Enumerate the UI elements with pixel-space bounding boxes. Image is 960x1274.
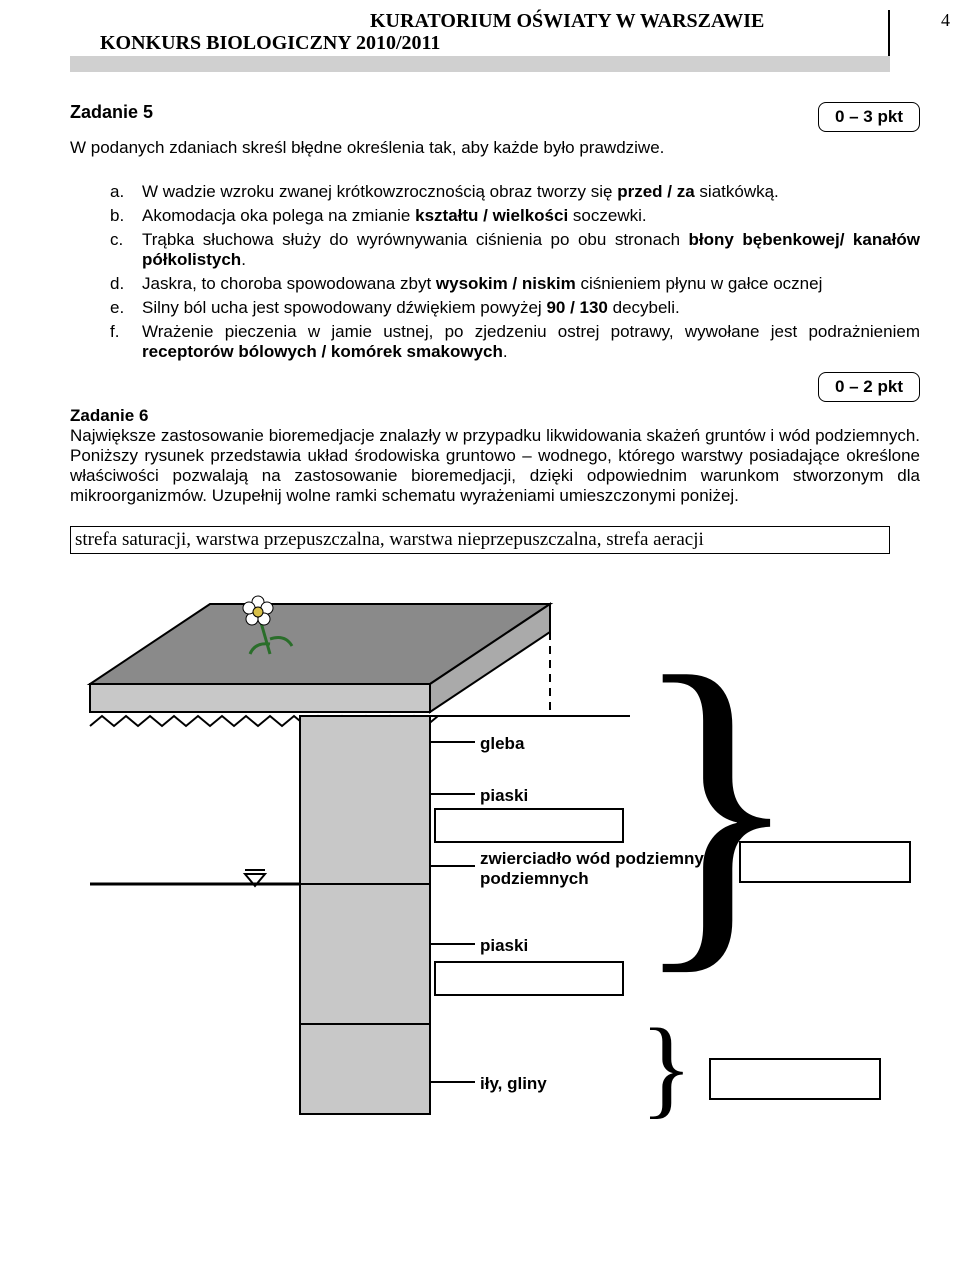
- list-item: a. W wadzie wzroku zwanej krótkowzroczno…: [110, 182, 920, 202]
- header-grey-bar: [70, 56, 890, 72]
- task6-block: 0 – 2 pkt Zadanie 6 Największe zastosowa…: [70, 372, 920, 506]
- list-marker: d.: [110, 274, 142, 294]
- list-marker: a.: [110, 182, 142, 202]
- task6-body: Zadanie 6 Największe zastosowanie biorem…: [70, 406, 920, 506]
- page-header: KURATORIUM OŚWIATY W WARSZAWIE 4 KONKURS…: [70, 10, 920, 72]
- list-text: Silny ból ucha jest spowodowany dźwiękie…: [142, 298, 920, 318]
- terms-box: strefa saturacji, warstwa przepuszczalna…: [70, 526, 890, 554]
- list-item: e. Silny ból ucha jest spowodowany dźwię…: [110, 298, 920, 318]
- blank-box-2: [435, 962, 623, 995]
- list-text: Jaskra, to choroba spowodowana zbyt wyso…: [142, 274, 920, 294]
- list-item: f. Wrażenie pieczenia w jamie ustnej, po…: [110, 322, 920, 362]
- svg-text:podziemnych: podziemnych: [480, 869, 589, 888]
- task6-points: 0 – 2 pkt: [818, 372, 920, 402]
- page-number: 4: [941, 10, 950, 31]
- list-text: Akomodacja oka polega na zmianie kształt…: [142, 206, 920, 226]
- list-text: Trąbka słuchowa służy do wyrównywania ci…: [142, 230, 920, 270]
- column-front: [300, 716, 430, 1114]
- task5-header-row: Zadanie 5 0 – 3 pkt: [70, 102, 920, 132]
- task5-intro: W podanych zdaniach skreśl błędne określ…: [70, 138, 920, 158]
- task5-title: Zadanie 5: [70, 102, 153, 123]
- list-marker: f.: [110, 322, 142, 362]
- task6-text: Największe zastosowanie bioremedjacje zn…: [70, 426, 920, 505]
- list-marker: e.: [110, 298, 142, 318]
- list-text: W wadzie wzroku zwanej krótkowzroczności…: [142, 182, 920, 202]
- header-institution: KURATORIUM OŚWIATY W WARSZAWIE: [70, 10, 890, 32]
- list-text: Wrażenie pieczenia w jamie ustnej, po zj…: [142, 322, 920, 362]
- list-item: d. Jaskra, to choroba spowodowana zbyt w…: [110, 274, 920, 294]
- blank-box-right-lower: [710, 1059, 880, 1099]
- list-item: c. Trąbka słuchowa służy do wyrównywania…: [110, 230, 920, 270]
- label-piaski-lower: piaski: [480, 936, 528, 955]
- list-item: b. Akomodacja oka polega na zmianie kszt…: [110, 206, 920, 226]
- list-marker: c.: [110, 230, 142, 270]
- label-ily: iły, gliny: [480, 1074, 547, 1093]
- task5-list: a. W wadzie wzroku zwanej krótkowzroczno…: [110, 182, 920, 362]
- brace-large-icon: }: [630, 603, 803, 1002]
- header-contest: KONKURS BIOLOGICZNY 2010/2011: [70, 32, 890, 56]
- task5-points: 0 – 3 pkt: [818, 102, 920, 132]
- soil-diagram: gleba piaski zwierciadło wód podziemnyc: [70, 584, 920, 1124]
- task6-title: Zadanie 6: [70, 406, 148, 425]
- list-marker: b.: [110, 206, 142, 226]
- brace-small-icon: }: [640, 1006, 693, 1124]
- slab-front: [90, 684, 430, 712]
- blank-box-right-upper: [740, 842, 910, 882]
